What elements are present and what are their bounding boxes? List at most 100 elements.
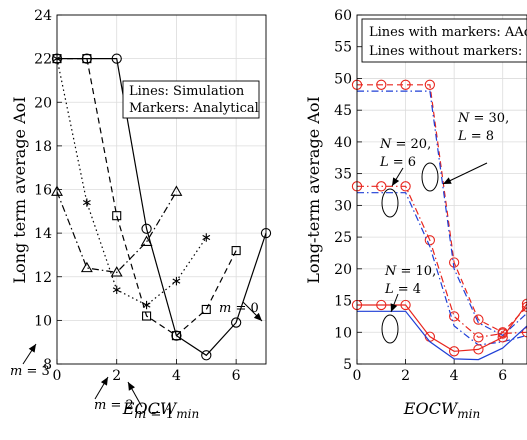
label-m2-var: m (94, 398, 106, 413)
right-ylabel: Long-term average AoI (304, 96, 323, 284)
right-group-2-series-0-marker (521, 298, 527, 309)
group-0-arrow (442, 162, 488, 185)
left-xtick-label: 0 (53, 368, 62, 384)
left-series-2-marker (202, 233, 211, 242)
left-series-2-marker (112, 285, 121, 295)
group-label-val: = 10, (396, 264, 436, 279)
group-label-var: L (457, 129, 467, 144)
label-m1-val: = 1 (146, 407, 173, 422)
left-xlabel: EOCWmin (122, 399, 199, 421)
left-ytick-label: 22 (34, 52, 52, 68)
label-m0-val: = 0 (231, 301, 258, 316)
right-group-1-series-0-line (357, 185, 527, 338)
left-series-0-marker (141, 223, 152, 234)
left-series-2-line (56, 58, 207, 306)
left-ytick-label: 12 (34, 270, 52, 286)
right-group-1-series-0-marker (424, 235, 436, 246)
right-ytick-label: 40 (334, 135, 352, 151)
group-2-label-line-1: L = 4 (384, 282, 421, 297)
left-ylabel: Long term average AoI (10, 96, 29, 283)
label-m1-var: m (134, 407, 146, 422)
right-group-1-series-0-marker (448, 311, 460, 322)
left-series-3-marker (170, 185, 183, 196)
group-label-val: = 20, (391, 137, 431, 152)
right-xtick-label: 2 (401, 368, 410, 384)
left-xlabel-main: EOCW (122, 399, 178, 418)
left-legend-box (122, 80, 260, 119)
right-legend: Lines with markers: AAoI Lines without ma… (361, 18, 527, 63)
arrow-m0-head (253, 312, 262, 321)
right-group-2-series-0-marker (400, 299, 411, 311)
left-series-2-marker (172, 276, 181, 286)
left-series-1-marker (201, 304, 211, 315)
right-group-2-series-1-line (357, 310, 527, 361)
right-chart: 0 2 4 6 5 10 15 20 25 30 35 40 45 50 55 60 Lines with ma… (304, 8, 527, 421)
group-0-label-line-1: L = 8 (457, 129, 494, 144)
right-xlabel-sub: min (457, 407, 480, 421)
right-ytick-label: 45 (334, 103, 352, 119)
left-series-2-marker (82, 198, 91, 207)
left-axes-box (56, 14, 267, 365)
group-0-ellipse (421, 162, 439, 192)
label-m2-val: = 2 (106, 398, 133, 413)
group-label-var: L (379, 155, 389, 170)
right-group-0-series-0-marker (424, 79, 436, 90)
right-xtick-label: 6 (498, 368, 507, 384)
right-group-2-series-0-marker (448, 346, 460, 357)
left-legend-entry: Lines: Simulation (129, 84, 245, 99)
right-group-0-series-0-marker (521, 301, 527, 313)
left-series-3-marker (110, 266, 123, 277)
right-ytick-label: 15 (334, 294, 352, 310)
group-label-val: = 8 (467, 129, 494, 144)
right-group-2-series-0-marker (473, 344, 484, 355)
right-group-1-series-0-marker (400, 181, 411, 192)
right-group-0-series-0-marker (400, 79, 411, 90)
group-2-ellipse (381, 314, 399, 344)
left-series-1-marker (171, 331, 181, 341)
left-series-0-marker (201, 350, 212, 361)
right-group-1-series-1-line (357, 192, 527, 346)
left-series-2-marker (142, 300, 151, 310)
right-ytick-label: 5 (343, 357, 352, 373)
group-1-label-line-0: N = 20, (379, 137, 431, 152)
label-m3-val: = 3 (22, 364, 49, 379)
group-label-val: = 6 (389, 155, 416, 170)
left-ytick-label: 8 (43, 357, 52, 373)
left-annotations: m = 0 m = 1m = 2m = 3 (10, 301, 263, 422)
left-ytick-label: 14 (34, 226, 52, 242)
group-1-ellipse (381, 188, 399, 218)
right-group-1-series-0-marker (473, 332, 484, 343)
left-series-3-marker (80, 261, 93, 273)
arrow-m3-head (28, 344, 36, 353)
group-label-var: N (379, 137, 392, 152)
right-ytick-label: 30 (334, 198, 352, 214)
group-label-val: = 30, (469, 111, 509, 126)
right-group-0-series-0-line (357, 84, 527, 334)
group-label-var: N (384, 264, 397, 279)
left-series-1-marker (231, 246, 241, 256)
left-xtick-label: 4 (172, 368, 181, 384)
label-m1: m = 1 (134, 407, 174, 422)
left-series-1-marker (112, 211, 122, 221)
right-ytick-label: 60 (334, 8, 352, 24)
right-legend-entry: Lines without markers: LB (369, 44, 527, 59)
right-group-1-series-0-marker (521, 327, 527, 338)
group-1-label-line-1: L = 6 (379, 155, 416, 170)
right-xtick-label: 0 (353, 368, 362, 384)
left-xtick-label: 6 (232, 368, 241, 384)
right-group-1-series-0-marker (497, 328, 508, 339)
right-xlabel-main: EOCW (403, 399, 459, 418)
left-xtick-label: 2 (112, 368, 121, 384)
right-annotations: N = 30,L = 8N = 20,L = 6N = 10,L = 4 (379, 111, 509, 344)
label-m2: m = 2 (94, 398, 134, 413)
right-xtick-label: 4 (450, 368, 459, 384)
left-legend-entry: Markers: Analytical (129, 101, 259, 116)
left-series-0-marker (111, 53, 122, 64)
right-xlabel: EOCWmin (403, 399, 480, 421)
left-series-3-line (56, 191, 177, 274)
arrow-m2-head (100, 377, 108, 386)
left-ytick-label: 20 (34, 95, 52, 111)
left-ytick-label: 16 (34, 183, 52, 199)
right-group-2-series-0-marker (497, 332, 508, 343)
